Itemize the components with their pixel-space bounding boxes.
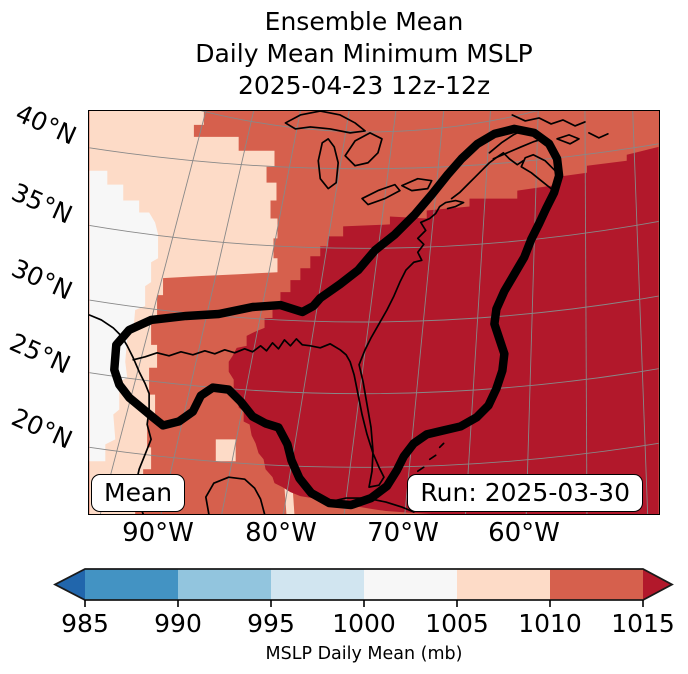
- colorbar-segment-1005-1010: [457, 569, 550, 600]
- mslp-contour-outline: [110, 124, 564, 510]
- colorbar-tick-985: 985: [61, 609, 109, 638]
- lat-label-30n: 30°N: [7, 253, 77, 306]
- lon-label-70w: 70°W: [367, 518, 439, 548]
- colorbar-segment-990-995: [178, 569, 271, 600]
- colorbar-segment-995-1000: [271, 569, 364, 600]
- colorbar-axis-label: MSLP Daily Mean (mb): [266, 644, 463, 664]
- map-canvas: [89, 111, 659, 514]
- title-line-3: 2025-04-23 12z-12z: [237, 71, 491, 100]
- colorbar: 985 990 995 1000 1005 1010 1015 MSLP Dai…: [53, 568, 675, 664]
- coastline-lake-superior: [284, 111, 366, 134]
- colorbar-tick-995: 995: [247, 609, 295, 638]
- colorbar-segment-1010-1015: [550, 569, 643, 600]
- colorbar-tick-1000: 1000: [332, 609, 396, 638]
- coastline-cuba: [327, 497, 415, 513]
- coastline-north-bits: [511, 114, 609, 145]
- colorbar-tick-marks: [84, 600, 644, 607]
- colorbar-segment-1000-1005: [364, 569, 457, 600]
- coastline-lake-ontario: [401, 177, 433, 192]
- coastline-lake-huron: [344, 132, 383, 167]
- colorbar-tick-1010: 1010: [518, 609, 582, 638]
- region-1000-1005: [89, 170, 159, 462]
- title-line-2: Daily Mean Minimum MSLP: [195, 39, 533, 68]
- region-over-1015: [228, 146, 659, 514]
- coastline-bahamas: [416, 442, 445, 473]
- colorbar-segment-985-990: [85, 569, 178, 600]
- colorbar-tick-1015: 1015: [611, 609, 675, 638]
- colorbar-tick-labels: 985 990 995 1000 1005 1010 1015: [61, 609, 675, 638]
- coastline-lake-michigan: [317, 138, 340, 190]
- lon-label-60w: 60°W: [488, 518, 560, 548]
- colorbar-over-arrow: [643, 569, 672, 600]
- graticule: [89, 111, 659, 514]
- colorbar-under-arrow: [55, 569, 85, 600]
- title-line-1: Ensemble Mean: [264, 7, 464, 36]
- lat-label-40n: 40°N: [11, 98, 81, 151]
- region-light-patch-1: [215, 439, 236, 462]
- chart-title: Ensemble Mean Daily Mean Minimum MSLP 20…: [40, 6, 688, 102]
- lat-label-35n: 35°N: [7, 177, 77, 230]
- map-panel: Mean Run: 2025-03-30: [88, 110, 660, 515]
- lon-label-80w: 80°W: [245, 518, 317, 548]
- colorbar-tick-990: 990: [154, 609, 202, 638]
- lat-label-25n: 25°N: [5, 327, 75, 380]
- run-date-box: Run: 2025-03-30: [407, 474, 643, 512]
- lon-label-90w: 90°W: [122, 518, 194, 548]
- coastline-lake-erie: [361, 183, 401, 206]
- coastline-new-england: [450, 151, 525, 200]
- colorbar-tick-1005: 1005: [425, 609, 489, 638]
- lat-label-20n: 20°N: [7, 402, 77, 455]
- mean-label-box: Mean: [91, 474, 186, 512]
- coastline-gulf-atlantic: [132, 199, 465, 488]
- coastline-yucatan: [204, 476, 266, 514]
